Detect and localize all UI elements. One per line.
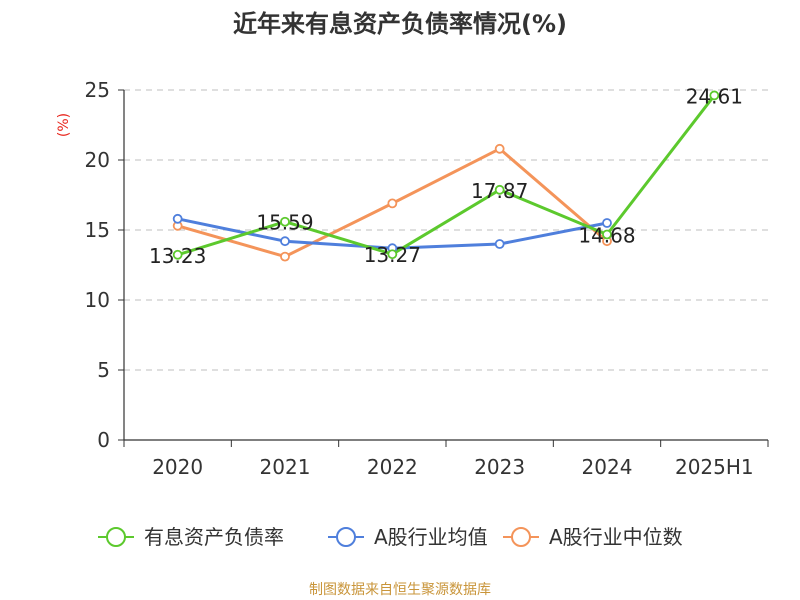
y-tick-label: 25 <box>85 78 110 102</box>
legend-item: A股行业中位数 <box>503 525 683 549</box>
data-points <box>172 90 720 262</box>
y-tick-label: 5 <box>97 358 110 382</box>
data-point <box>172 213 183 224</box>
data-point <box>494 184 505 195</box>
legend-marker <box>106 527 126 547</box>
grid-lines <box>124 89 768 371</box>
x-tick-label: 2025H1 <box>675 455 754 479</box>
data-label: 13.23 <box>149 244 206 268</box>
y-tick-label: 15 <box>85 218 110 242</box>
data-point <box>280 251 290 262</box>
legend-marker <box>511 527 531 547</box>
source-note: 制图数据来自恒生聚源数据库 <box>309 582 491 598</box>
data-labels: 13.23 15.59 13.27 17.87 14.68 24.61 <box>149 84 743 267</box>
data-point <box>602 229 612 240</box>
legend-label: A股行业中位数 <box>549 525 683 549</box>
legend: 有息资产负债率 A股行业均值 A股行业中位数 <box>98 525 683 549</box>
x-tick-label: 2020 <box>152 455 203 479</box>
data-point <box>280 216 290 227</box>
chart-title: 近年来有息资产负债率情况(%) <box>233 10 567 38</box>
y-tick-label: 10 <box>85 288 110 312</box>
y-tick-label: 0 <box>97 428 110 452</box>
data-point <box>602 218 612 228</box>
data-point <box>387 249 398 260</box>
legend-label: A股行业均值 <box>374 525 488 549</box>
x-tick-label: 2021 <box>260 455 311 479</box>
data-point <box>172 249 183 260</box>
x-tick-label: 2023 <box>474 455 525 479</box>
data-point <box>709 90 720 101</box>
data-point <box>280 236 290 247</box>
x-tick-label: 2024 <box>582 455 633 479</box>
data-label: 15.59 <box>256 211 313 235</box>
data-label: 13.27 <box>364 243 421 267</box>
data-point <box>494 143 505 154</box>
legend-item: 有息资产负债率 <box>98 525 284 549</box>
y-axis-unit-label: (%) <box>56 113 72 137</box>
data-point <box>387 198 398 209</box>
data-label: 14.68 <box>578 223 635 247</box>
y-tick-label: 20 <box>85 148 110 172</box>
series-line <box>176 93 716 257</box>
data-label: 24.61 <box>686 84 743 108</box>
legend-marker <box>336 527 356 547</box>
legend-label: 有息资产负债率 <box>144 525 284 549</box>
legend-item: A股行业均值 <box>328 525 488 549</box>
axes: 0 5 10 15 20 25 2020 2021 2022 2023 2024 2025H1 <box>85 78 769 479</box>
data-point <box>494 239 505 249</box>
x-tick-label: 2022 <box>367 455 418 479</box>
data-label: 17.87 <box>471 179 528 203</box>
